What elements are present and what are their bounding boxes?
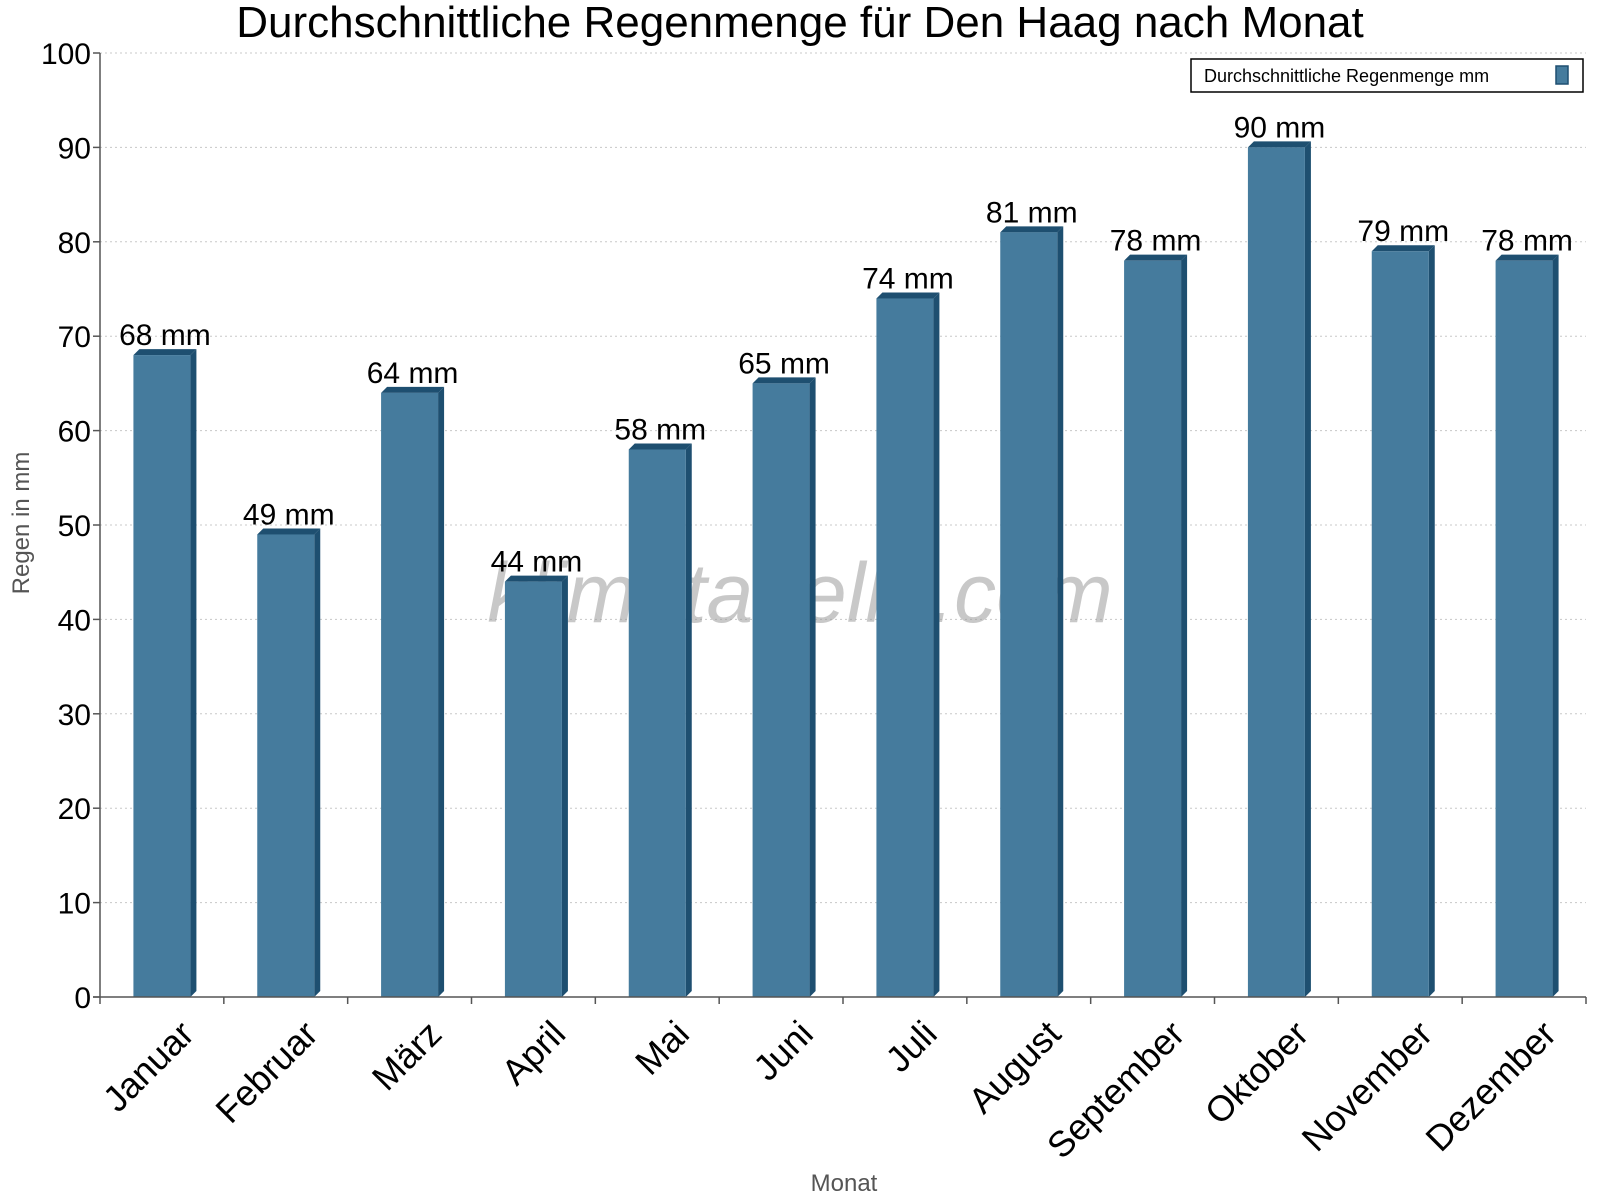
data-label: 79 mm: [1357, 215, 1449, 248]
data-label: 90 mm: [1234, 111, 1326, 144]
data-label: 49 mm: [243, 498, 335, 531]
bar-group: [1000, 226, 1064, 998]
bar: [876, 298, 934, 997]
y-tick-label: 60: [58, 416, 91, 449]
bar-group: [381, 386, 445, 998]
bar-top: [381, 386, 445, 393]
bar-group: [1371, 245, 1435, 998]
bar-top: [1000, 226, 1064, 233]
bar: [1495, 260, 1553, 997]
x-tick-label: April: [493, 1013, 573, 1093]
bar: [257, 534, 315, 997]
data-label: 78 mm: [1110, 225, 1202, 258]
bar-top: [257, 528, 321, 535]
x-tick-label: November: [1294, 1013, 1440, 1159]
x-tick-label: März: [364, 1013, 450, 1099]
bar-top: [1371, 245, 1435, 252]
legend-box: [1190, 58, 1584, 93]
data-label: 74 mm: [862, 262, 954, 295]
bar-top: [133, 349, 197, 356]
bar-group: [504, 575, 568, 997]
data-label: 81 mm: [986, 196, 1078, 229]
bar-side: [438, 386, 445, 998]
y-axis-label: Regen in mm: [8, 452, 35, 595]
bar-top: [1247, 141, 1311, 148]
bar: [752, 383, 810, 997]
y-tick-label: 50: [58, 510, 91, 543]
y-tick-label: 70: [58, 321, 91, 354]
data-label: 58 mm: [614, 413, 706, 446]
data-label: 64 mm: [367, 357, 459, 390]
x-tick-label: Dezember: [1417, 1013, 1563, 1159]
x-tick-label: Januar: [95, 1013, 202, 1120]
x-axis-label: Monat: [811, 1170, 878, 1197]
y-tick-label: 0: [74, 982, 91, 1015]
bar-side: [1181, 254, 1188, 997]
legend-label: Durchschnittliche Regenmenge mm: [1204, 66, 1489, 86]
legend-swatch: [1555, 65, 1569, 85]
bar: [628, 449, 686, 998]
bar: [381, 392, 439, 998]
bar-side: [1057, 226, 1064, 998]
data-label: 44 mm: [491, 546, 583, 579]
bar-top: [1495, 254, 1559, 261]
legend: Durchschnittliche Regenmenge mm: [1190, 58, 1584, 93]
bar-side: [1428, 245, 1435, 998]
bar-group: [257, 528, 321, 997]
axes-layer: 0 10 20 30 40 50 60 70 80 90 100: [41, 38, 1587, 1015]
y-tick-label: 40: [58, 604, 91, 637]
bar-top: [628, 443, 692, 450]
bar: [1124, 260, 1182, 997]
bar-top: [504, 575, 568, 582]
bar: [1371, 251, 1429, 998]
bar-side: [190, 349, 197, 998]
x-tick-label: Juni: [745, 1013, 821, 1089]
data-label: 78 mm: [1481, 225, 1573, 258]
bar-group: [133, 349, 197, 998]
bar-group: [752, 377, 816, 997]
bar: [1247, 147, 1305, 997]
bar: [1000, 232, 1058, 998]
chart-title: Durchschnittliche Regenmenge für Den Haa…: [236, 0, 1364, 47]
bar-group: [1247, 141, 1311, 997]
bar-group: [628, 443, 692, 998]
bar-group: [1495, 254, 1559, 997]
bar-top: [1124, 254, 1188, 261]
bar: [504, 581, 562, 997]
bar-top: [752, 377, 816, 384]
bar-side: [933, 292, 940, 997]
bars-layer: [133, 141, 1559, 998]
y-tick-label: 20: [58, 793, 91, 826]
grid-layer: [100, 52, 1586, 904]
y-tick-label: 100: [41, 38, 91, 71]
bar-side: [685, 443, 692, 998]
bar-group: [1124, 254, 1188, 997]
x-tick-label: Februar: [207, 1013, 325, 1131]
x-tick-label: Mai: [627, 1013, 697, 1083]
y-tick-label: 90: [58, 132, 91, 165]
bar-group: [876, 292, 940, 997]
bar-top: [876, 292, 940, 299]
data-label: 68 mm: [119, 319, 211, 352]
y-tick-label: 80: [58, 227, 91, 260]
bar-side: [314, 528, 321, 997]
data-label: 65 mm: [738, 347, 830, 380]
bar-side: [561, 575, 568, 997]
x-tick-label: Juli: [877, 1013, 944, 1080]
bar-side: [1552, 254, 1559, 997]
bar-side: [809, 377, 816, 997]
y-tick-label: 30: [58, 699, 91, 732]
x-tick-label: August: [960, 1013, 1068, 1121]
y-tick-label: 10: [58, 888, 91, 921]
x-tick-label: Oktober: [1197, 1013, 1317, 1133]
bar: [133, 355, 191, 998]
bar-side: [1304, 141, 1311, 997]
